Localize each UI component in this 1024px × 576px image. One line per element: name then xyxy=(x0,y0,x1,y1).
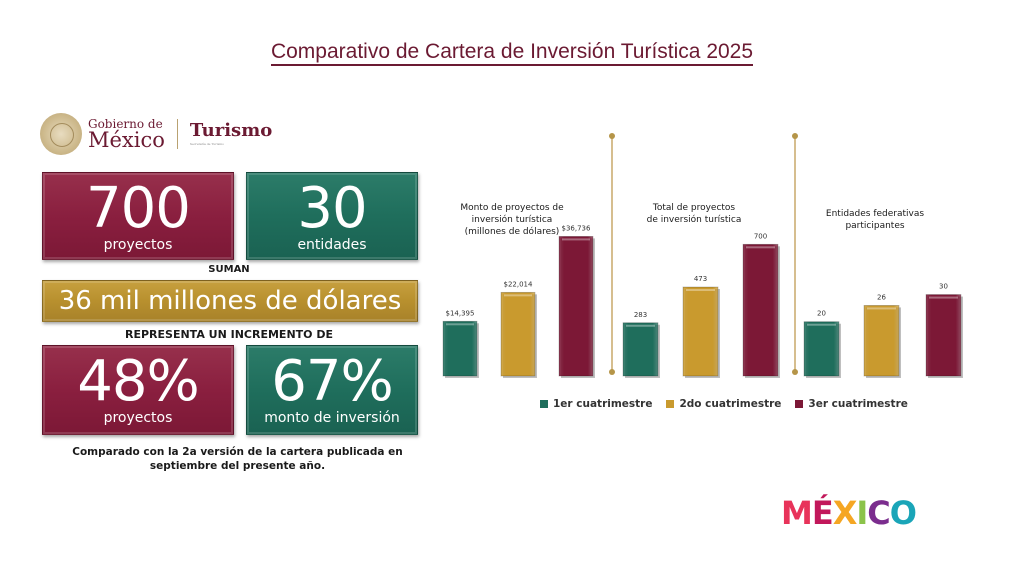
gobierno-line1: Gobierno de xyxy=(88,116,163,131)
bar-highlight xyxy=(746,246,775,249)
turismo-label: Turismo xyxy=(189,120,273,141)
separator-bottom-dot-2 xyxy=(792,369,798,375)
chart-3-bar-3 xyxy=(925,294,962,377)
bar-highlight xyxy=(504,294,532,297)
projects-stat-box: 700 proyectos xyxy=(42,172,234,260)
increase-projects-value: 48% xyxy=(77,349,199,414)
chart-1-value-label-2: $22,014 xyxy=(504,280,533,288)
bar-highlight xyxy=(446,323,474,326)
bar-highlight xyxy=(929,296,958,299)
increase-projects-box: 48% proyectos xyxy=(42,345,234,435)
brand-letter-4: I xyxy=(856,494,868,532)
legend-label-3: 3er cuatrimestre xyxy=(808,398,908,410)
chart-2-title-line: de inversión turística xyxy=(647,214,742,225)
legend-swatch-3 xyxy=(795,400,804,408)
chart-1-bar-2 xyxy=(500,291,536,377)
comparison-note: Comparado con la 2a versión de la carter… xyxy=(72,446,403,472)
chart-2-title-line: Total de proyectos xyxy=(652,203,736,213)
chart-2-value-label-1: 283 xyxy=(634,311,647,319)
legend-label-2: 2do cuatrimestre xyxy=(679,398,782,410)
bar-highlight xyxy=(807,323,836,326)
chart-2-bar-1 xyxy=(622,322,659,377)
legend-label-1: 1er cuatrimestre xyxy=(553,398,653,410)
brand-letter-1: M xyxy=(781,494,813,532)
chart-3-value-label-2: 26 xyxy=(877,293,886,301)
bar-highlight xyxy=(562,238,590,241)
chart-2-value-label-2: 473 xyxy=(694,275,707,283)
increase-caption: REPRESENTA UN INCREMENTO DE xyxy=(125,328,333,341)
chart-3-value-label-1: 20 xyxy=(817,310,826,318)
legend-swatch-2 xyxy=(666,400,675,408)
projects-label: proyectos xyxy=(103,237,173,253)
turismo-sub: Secretaría de Turismo xyxy=(189,142,224,146)
page-title-text: Comparativo de Cartera de Inversión Turí… xyxy=(270,40,754,66)
mexico-brand-logo: MÉXICO xyxy=(781,494,917,532)
chart-1-value-label-3: $36,736 xyxy=(562,224,591,232)
brand-letter-6: O xyxy=(889,494,917,532)
bar-highlight xyxy=(626,324,655,327)
gobierno-line2: México xyxy=(88,127,165,152)
chart-1-title-line: inversión turística xyxy=(472,214,553,225)
chart-2-value-label-3: 700 xyxy=(754,232,767,240)
legend-swatch-1 xyxy=(540,400,548,408)
increase-projects-label: proyectos xyxy=(103,410,173,426)
total-amount-banner: 36 mil millones de dólares xyxy=(42,280,418,322)
chart-3-bar-2 xyxy=(863,305,900,377)
brand-letter-2: É xyxy=(811,494,834,532)
chart-3-title-line: participantes xyxy=(845,221,904,231)
chart-legend: 1er cuatrimestre 2do cuatrimestre 3er cuat… xyxy=(540,398,908,410)
entities-label: entidades xyxy=(297,237,367,253)
gobierno-logo: Gobierno de México Turismo Secretaría de… xyxy=(40,112,272,156)
chart-3-bar-1 xyxy=(803,321,840,377)
sum-caption: SUMAN xyxy=(208,264,250,275)
page-title: Comparativo de Cartera de Inversión Turí… xyxy=(0,40,1024,66)
separator-top-dot-2 xyxy=(792,133,798,139)
chart-1-bar-1 xyxy=(442,320,478,377)
increase-amount-label: monto de inversión xyxy=(264,410,400,426)
brand-letter-3: X xyxy=(832,494,858,532)
chart-1-title-line: Monto de proyectos de xyxy=(460,203,564,213)
chart-1-title-line: (millones de dólares) xyxy=(465,226,560,237)
chart-2-bar-2 xyxy=(682,286,719,377)
entities-value: 30 xyxy=(297,176,367,241)
bar-highlight xyxy=(686,289,715,292)
bar-highlight xyxy=(867,307,896,310)
legend-item-2: 2do cuatrimestre xyxy=(666,398,781,410)
chart-3-title-line: Entidades federativas xyxy=(826,209,924,219)
gobierno-text: Gobierno de México xyxy=(88,118,165,151)
separator-bottom-dot-1 xyxy=(609,369,615,375)
increase-amount-value: 67% xyxy=(271,349,393,414)
turismo-text: Turismo Secretaría de Turismo xyxy=(190,122,272,146)
chart-3-value-label-3: 30 xyxy=(939,283,948,291)
increase-amount-box: 67% monto de inversión xyxy=(246,345,418,435)
entities-stat-box: 30 entidades xyxy=(246,172,418,260)
separator-top-dot-1 xyxy=(609,133,615,139)
logo-divider xyxy=(176,119,178,149)
national-seal-icon xyxy=(40,113,82,155)
projects-value: 700 xyxy=(86,176,191,241)
legend-item-1: 1er cuatrimestre xyxy=(540,398,652,410)
chart-1-bar-3 xyxy=(558,236,594,377)
legend-item-3: 3er cuatrimestre xyxy=(795,398,908,410)
chart-1-value-label-1: $14,395 xyxy=(446,309,475,317)
brand-letter-5: C xyxy=(867,494,891,532)
chart-2-bar-3 xyxy=(742,243,779,377)
